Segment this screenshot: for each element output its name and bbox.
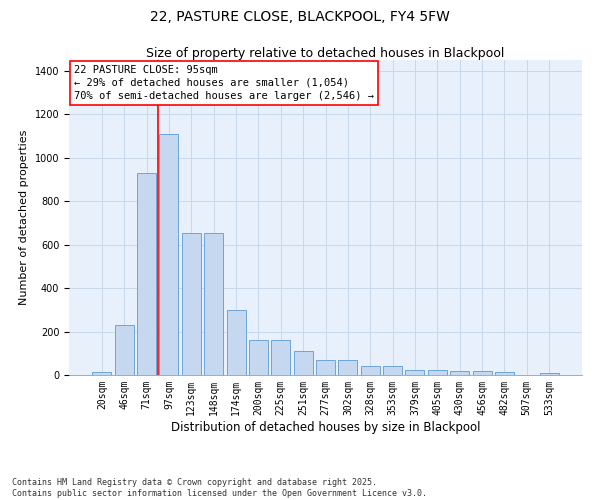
Bar (92, 372, 112, 375)
Bar (204, 232, 223, 375)
Bar (160, 134, 178, 375)
Bar (361, 366, 380, 375)
Bar (495, 372, 514, 375)
Bar (539, 373, 559, 375)
Text: 22 PASTURE CLOSE: 95sqm
← 29% of detached houses are smaller (1,054)
70% of semi: 22 PASTURE CLOSE: 95sqm ← 29% of detache… (74, 64, 374, 101)
Bar (338, 360, 358, 375)
Bar (182, 232, 201, 375)
Title: Size of property relative to detached houses in Blackpool: Size of property relative to detached ho… (146, 47, 505, 60)
Text: 22, PASTURE CLOSE, BLACKPOOL, FY4 5FW: 22, PASTURE CLOSE, BLACKPOOL, FY4 5FW (150, 10, 450, 24)
Bar (473, 370, 491, 375)
Bar (137, 173, 156, 375)
Bar (406, 370, 424, 375)
Bar (450, 370, 469, 375)
Bar (316, 360, 335, 375)
Y-axis label: Number of detached properties: Number of detached properties (19, 130, 29, 305)
X-axis label: Distribution of detached houses by size in Blackpool: Distribution of detached houses by size … (171, 420, 480, 434)
Bar (428, 370, 447, 375)
Bar (115, 325, 134, 375)
Text: Contains HM Land Registry data © Crown copyright and database right 2025.
Contai: Contains HM Land Registry data © Crown c… (12, 478, 427, 498)
Bar (249, 340, 268, 375)
Bar (293, 351, 313, 375)
Bar (383, 366, 402, 375)
Bar (227, 310, 245, 375)
Bar (271, 340, 290, 375)
